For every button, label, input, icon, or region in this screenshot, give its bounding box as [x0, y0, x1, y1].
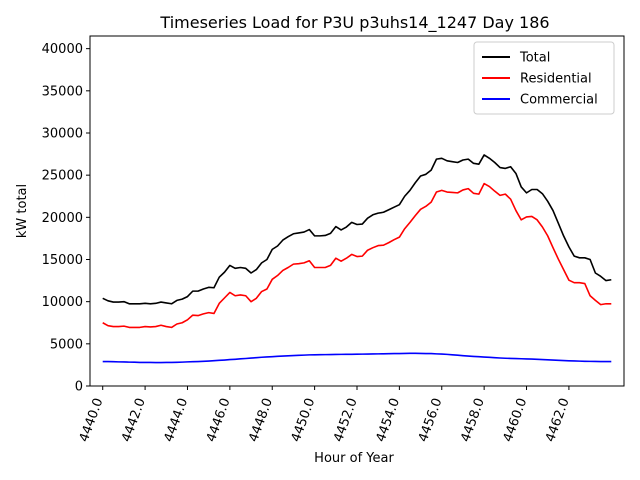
- y-tick-label: 5000: [50, 337, 83, 352]
- x-tick-label: 4452.0: [331, 396, 361, 444]
- x-tick-label: 4462.0: [543, 396, 573, 444]
- x-tick-label: 4444.0: [162, 396, 192, 444]
- x-tick-label: 4456.0: [416, 396, 446, 444]
- y-tick-label: 30000: [42, 126, 83, 141]
- y-axis: 0 5000 10000 15000 20000 25000 30000 35000 40000: [42, 42, 90, 395]
- legend-box: [473, 41, 615, 115]
- series-layer: [102, 154, 612, 364]
- x-tick-label: 4450.0: [289, 396, 319, 444]
- legend-label-residential: Residential: [520, 72, 592, 87]
- legend-label-total: Total: [519, 51, 550, 66]
- x-axis: 4440.0 4442.0 4444.0 4446.0 4448.0 4450.0 4452…: [77, 386, 573, 444]
- x-tick-label: 4454.0: [373, 396, 403, 444]
- legend-label-commercial: Commercial: [520, 93, 598, 108]
- x-tick-label: 4440.0: [77, 396, 107, 444]
- x-axis-title: Hour of Year: [314, 451, 394, 466]
- y-tick-label: 0: [75, 380, 83, 395]
- y-tick-label: 35000: [42, 84, 83, 99]
- series-line-residential: [102, 182, 612, 329]
- y-tick-label: 25000: [42, 169, 83, 184]
- y-tick-label: 20000: [42, 211, 83, 226]
- y-tick-label: 15000: [42, 253, 83, 268]
- series-line-total: [102, 154, 612, 305]
- x-tick-label: 4442.0: [119, 396, 149, 444]
- y-axis-title: kW total: [15, 184, 30, 238]
- legend: Total Residential Commercial: [473, 41, 615, 115]
- y-tick-label: 40000: [42, 42, 83, 57]
- chart-title: Timeseries Load for P3U p3uhs14_1247 Day…: [159, 13, 549, 33]
- x-tick-label: 4448.0: [246, 396, 276, 444]
- series-line-commercial: [102, 352, 612, 364]
- x-tick-label: 4460.0: [501, 396, 531, 444]
- x-tick-label: 4458.0: [458, 396, 488, 444]
- y-tick-label: 10000: [42, 295, 83, 310]
- x-tick-label: 4446.0: [204, 396, 234, 444]
